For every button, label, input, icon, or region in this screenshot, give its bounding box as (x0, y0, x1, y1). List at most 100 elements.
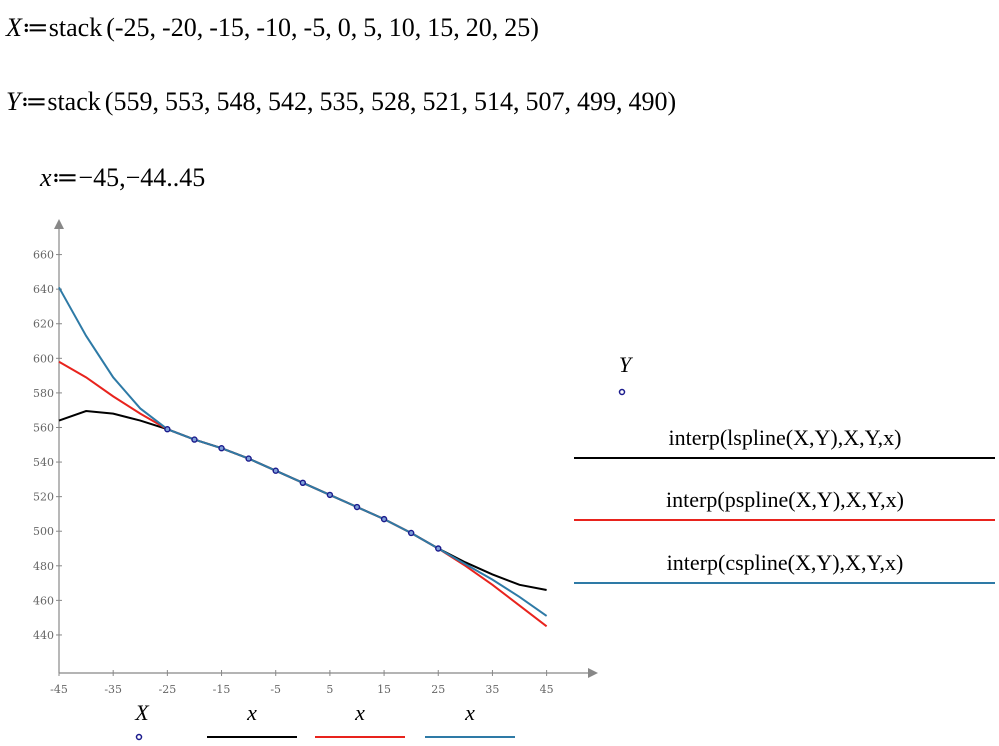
y-legend-marker (618, 388, 626, 396)
x-axis-arrow (588, 668, 598, 678)
paren: ) (530, 13, 539, 42)
y-legend-label: Y (619, 352, 634, 377)
data-point (272, 467, 279, 474)
expression: −45,−44..45 (78, 163, 205, 192)
x-tick-label: 45 (540, 683, 554, 696)
x-tick-label: 25 (431, 683, 445, 696)
data-point (164, 426, 171, 433)
plot: 440 460 480 500 520 540 560 580 600 620 640 660 -45 -… (33, 219, 598, 696)
separator: , (415, 13, 422, 42)
curve (58, 410, 547, 591)
separator: , (351, 13, 358, 42)
data-point (353, 503, 361, 511)
separator: , (291, 13, 298, 42)
definition: X≔stack (-25, -20, -15, -10, -5, 0, 5, 10, 15, 20,… (5, 13, 539, 42)
function-name: stack (49, 13, 102, 42)
x-legend-label: x (354, 700, 365, 725)
y-legend-label: interp(pspline(X,Y),X,Y,x) (666, 487, 904, 512)
x-legend-label: x (246, 700, 257, 725)
argument: 535 (319, 87, 358, 116)
argument: -25 (115, 13, 150, 42)
argument: 5 (363, 13, 376, 42)
data-point (435, 545, 442, 552)
separator: , (492, 13, 499, 42)
variable-name: X (5, 13, 23, 42)
variable-name: x (39, 163, 52, 192)
y-tick-label: 580 (33, 387, 54, 400)
separator: , (204, 87, 211, 116)
separator: , (376, 13, 383, 42)
argument: 490 (628, 87, 667, 116)
variable-name: Y (6, 87, 23, 116)
argument: 548 (216, 87, 255, 116)
separator: , (453, 13, 460, 42)
x-tick-label: -25 (158, 683, 176, 696)
data-point (326, 491, 334, 499)
y-tick-label: 600 (33, 352, 54, 365)
data-point (191, 436, 198, 443)
data-point (245, 455, 252, 462)
y-tick-label: 560 (33, 421, 54, 434)
y-tick-label: 540 (33, 456, 54, 469)
y-tick-label: 480 (33, 560, 54, 573)
x-tick-label: 35 (485, 683, 499, 696)
separator: , (513, 87, 520, 116)
separator: , (150, 13, 157, 42)
x-tick-label: -15 (213, 683, 231, 696)
x-tick-label: 15 (377, 683, 391, 696)
argument: 528 (371, 87, 410, 116)
data-point (380, 515, 388, 523)
separator: , (197, 13, 204, 42)
separator: , (358, 87, 365, 116)
y-tick-label: 440 (33, 629, 54, 642)
separator: , (255, 87, 262, 116)
y-axis-arrow (54, 219, 64, 229)
function-name: stack (47, 87, 100, 116)
y-tick-label: 500 (33, 525, 54, 538)
x-tick-label: -45 (50, 683, 68, 696)
y-legend-label: interp(cspline(X,Y),X,Y,x) (667, 550, 904, 575)
argument: -15 (209, 13, 244, 42)
operator: ≔ (52, 163, 79, 192)
x-tick-label: -35 (104, 683, 122, 696)
x-tick-label: -5 (270, 683, 281, 696)
y-tick-label: 660 (33, 249, 54, 262)
separator: , (616, 87, 623, 116)
argument: 553 (165, 87, 204, 116)
operator: ≔ (20, 87, 47, 116)
argument: 507 (525, 87, 564, 116)
separator: , (152, 87, 159, 116)
argument: 559 (113, 87, 152, 116)
y-legend-label: interp(lspline(X,Y),X,Y,x) (669, 425, 902, 450)
argument: 0 (338, 13, 351, 42)
x-legend-label: x (464, 700, 475, 725)
y-tick-label: 640 (33, 283, 54, 296)
separator: , (564, 87, 571, 116)
separator: , (244, 13, 251, 42)
definition: Y≔stack (559, 553, 548, 542, 535, 528, 521, 514,… (6, 87, 676, 116)
separator: , (461, 87, 468, 116)
y-tick-label: 520 (33, 491, 54, 504)
y-tick-label: 620 (33, 318, 54, 331)
argument: 15 (427, 13, 453, 42)
data-point (407, 529, 415, 537)
paren: ( (105, 87, 114, 116)
argument: -10 (256, 13, 291, 42)
data-point (218, 445, 225, 452)
argument: -5 (304, 13, 326, 42)
argument: 20 (466, 13, 492, 42)
argument: 514 (474, 87, 513, 116)
argument: 25 (504, 13, 530, 42)
separator: , (307, 87, 314, 116)
definition: x≔−45,−44..45 (39, 163, 205, 192)
argument: 542 (268, 87, 307, 116)
separator: , (410, 87, 417, 116)
argument: -20 (162, 13, 197, 42)
argument: 499 (577, 87, 616, 116)
paren: ) (667, 87, 676, 116)
paren: ( (106, 13, 115, 42)
curve (58, 360, 548, 628)
x-legend-label: X (134, 700, 150, 725)
separator: , (325, 13, 332, 42)
